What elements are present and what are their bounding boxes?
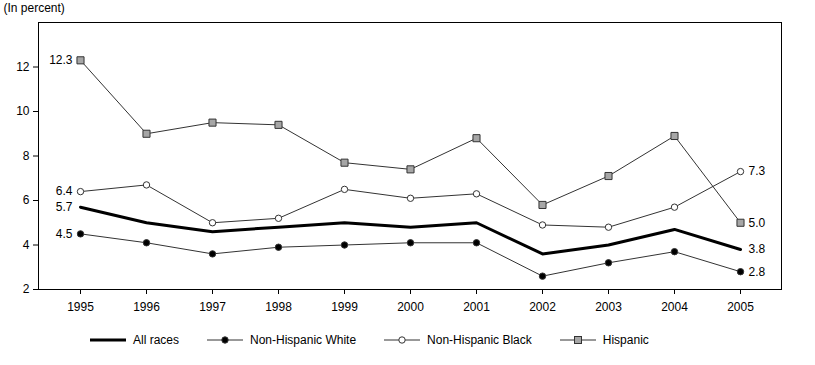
svg-text:2003: 2003 [595,300,622,314]
html-text:Hispanic: Hispanic [602,333,649,347]
svg-text:2.8: 2.8 [749,265,766,279]
svg-text:2001: 2001 [463,300,490,314]
svg-text:1999: 1999 [331,300,358,314]
svg-text:2000: 2000 [397,300,424,314]
html-text:Non-Hispanic Black: Non-Hispanic Black [427,333,532,347]
svg-text:12.3: 12.3 [49,53,73,67]
svg-text:2: 2 [23,282,30,296]
html-text:Non-Hispanic White: Non-Hispanic White [250,333,357,347]
svg-text:4.5: 4.5 [56,227,73,241]
svg-text:4: 4 [23,238,30,252]
svg-text:2002: 2002 [529,300,556,314]
svg-text:5.7: 5.7 [56,200,73,214]
svg-text:8: 8 [23,149,30,163]
svg-text:6: 6 [23,193,30,207]
svg-text:6.4: 6.4 [56,184,73,198]
svg-text:1997: 1997 [199,300,226,314]
svg-text:1996: 1996 [133,300,160,314]
svg-text:5.0: 5.0 [749,216,766,230]
svg-text:2004: 2004 [661,300,688,314]
svg-text:1998: 1998 [265,300,292,314]
svg-text:12: 12 [16,60,30,74]
svg-text:2005: 2005 [727,300,754,314]
html-text:All races: All races [133,333,179,347]
svg-text:(In percent): (In percent) [4,1,65,15]
svg-text:1995: 1995 [67,300,94,314]
svg-text:7.3: 7.3 [749,164,766,178]
svg-text:3.8: 3.8 [749,242,766,256]
svg-text:10: 10 [16,104,30,118]
